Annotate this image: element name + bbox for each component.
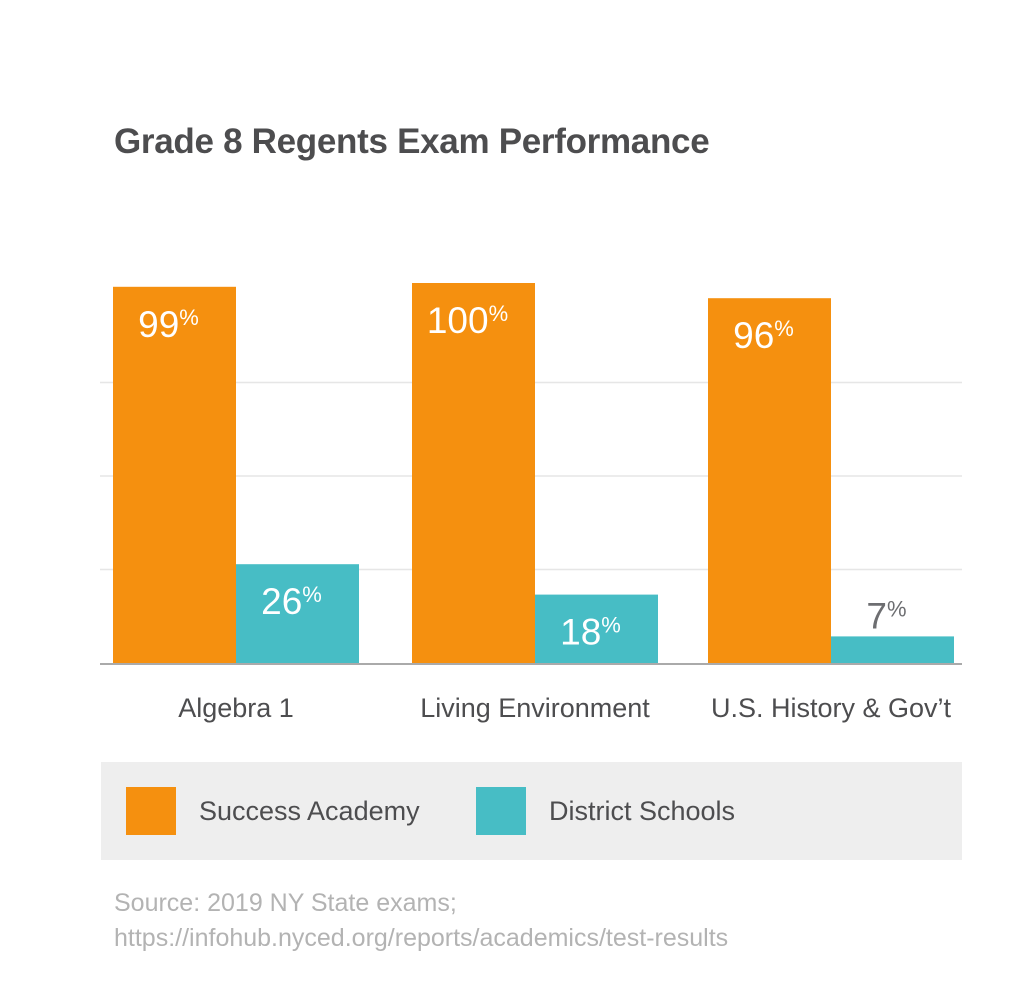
bar-success-academy	[113, 286, 236, 663]
category-label: U.S. History & Gov’t	[711, 693, 952, 723]
legend: Success Academy District Schools	[101, 762, 962, 860]
legend-label-success-academy: Success Academy	[199, 796, 420, 826]
bar-success-academy	[412, 283, 535, 663]
legend-swatch-success-academy	[126, 787, 176, 835]
category-label: Living Environment	[420, 693, 650, 723]
bar-district-schools	[236, 564, 359, 663]
bar-district-schools	[831, 636, 954, 663]
data-label: 7%	[866, 595, 906, 636]
category-label: Algebra 1	[178, 693, 294, 723]
source-line-2: https://infohub.nyced.org/reports/academ…	[114, 924, 729, 952]
source-line-1: Source: 2019 NY State exams;	[114, 889, 457, 917]
bar-district-schools	[535, 594, 658, 663]
chart-title: Grade 8 Regents Exam Performance	[114, 122, 710, 161]
bar-success-academy	[708, 298, 831, 663]
legend-label-district-schools: District Schools	[549, 796, 736, 826]
data-label: 96%	[733, 315, 794, 356]
legend-swatch-district-schools	[476, 787, 526, 835]
